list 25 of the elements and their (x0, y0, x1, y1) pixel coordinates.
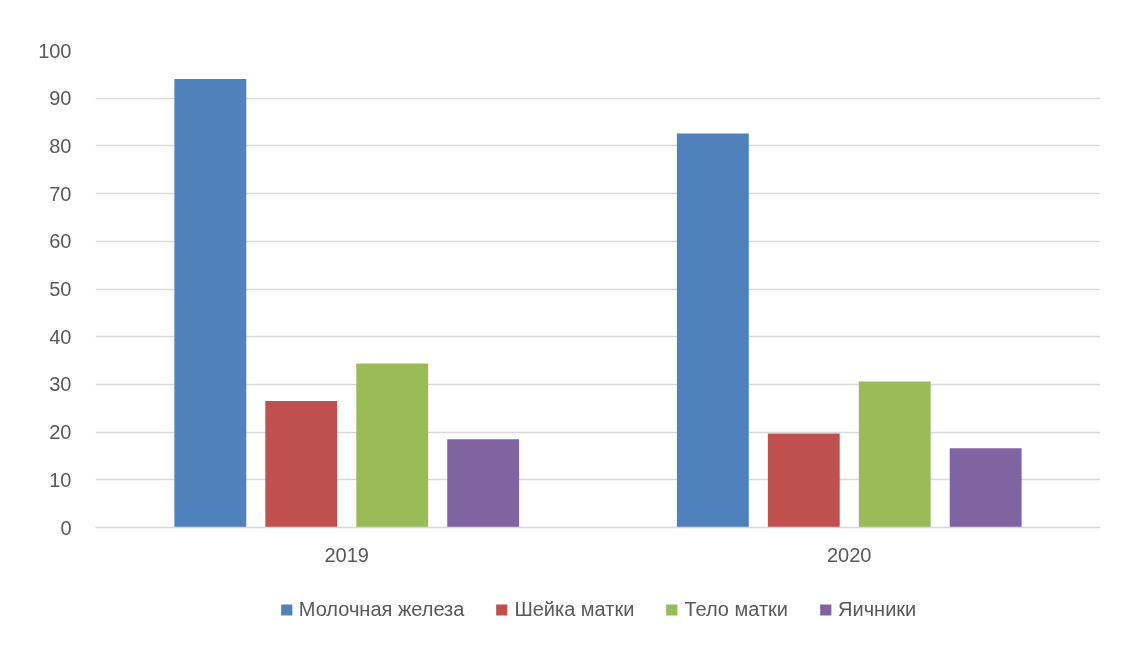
bar (265, 401, 338, 528)
y-tick-label: 90 (49, 87, 72, 110)
bar (447, 439, 520, 528)
y-tick-label: 10 (49, 468, 72, 491)
y-tick-label: 0 (60, 516, 72, 539)
bar (767, 433, 840, 528)
bar (174, 79, 247, 528)
y-tick-label: 80 (49, 134, 72, 157)
bar (356, 363, 429, 528)
legend-label: Тело матки (684, 597, 789, 621)
y-tick-label: 30 (49, 373, 72, 396)
y-tick-label: 50 (49, 278, 72, 300)
legend-label: Молочная железа (298, 597, 465, 621)
y-tick-label: 70 (49, 182, 72, 205)
legend-label: Яичники (838, 597, 917, 621)
x-tick-label: 2020 (827, 543, 872, 566)
bar (858, 381, 931, 528)
y-tick-label: 40 (49, 325, 72, 348)
y-tick-label: 100 (38, 39, 72, 62)
y-tick-label: 60 (49, 230, 72, 253)
legend-label: Шейка матки (514, 597, 635, 621)
x-tick-label: 2019 (324, 543, 369, 566)
y-tick-label: 20 (49, 421, 72, 444)
bar (949, 448, 1022, 528)
bar (676, 133, 749, 528)
